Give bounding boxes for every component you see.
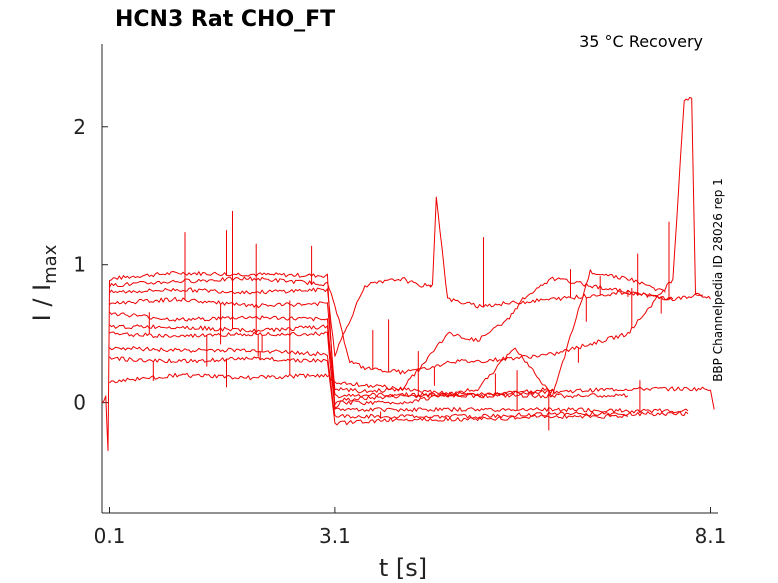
trace-8 bbox=[109, 346, 689, 419]
chart-title: HCN3 Rat CHO_FT bbox=[115, 7, 335, 32]
trace-6 bbox=[109, 261, 629, 406]
trace-5 bbox=[109, 269, 666, 399]
y-tick-label: 1 bbox=[73, 253, 86, 277]
x-axis-label: t [s] bbox=[379, 554, 427, 582]
y-axis-label-sub: max bbox=[40, 244, 61, 284]
x-tick-label: 0.1 bbox=[94, 524, 126, 548]
x-tick-label: 8.1 bbox=[695, 524, 727, 548]
trace-1 bbox=[101, 210, 715, 452]
trace-9 bbox=[109, 351, 629, 426]
condition-label: 35 °C Recovery bbox=[579, 32, 703, 51]
y-axis-label-main: I / I bbox=[28, 284, 56, 322]
y-tick-label: 2 bbox=[73, 115, 86, 139]
channelpedia-id-label: BBP Channelpedia ID 28026 rep 1 bbox=[711, 178, 725, 382]
traces bbox=[101, 97, 715, 452]
trace-7 bbox=[109, 243, 689, 414]
trace-2 bbox=[109, 97, 711, 386]
plot-area: 0 1 2 0.1 3.1 8.1 bbox=[73, 44, 726, 548]
trace-4 bbox=[109, 221, 674, 394]
x-tick-label: 3.1 bbox=[319, 524, 351, 548]
x-ticks: 0.1 3.1 8.1 bbox=[94, 507, 727, 548]
y-tick-label: 0 bbox=[73, 391, 86, 415]
y-ticks: 0 1 2 bbox=[73, 115, 108, 415]
trace-3 bbox=[109, 196, 704, 357]
y-axis-label: I / Imax bbox=[28, 244, 61, 321]
trace-10 bbox=[109, 300, 554, 398]
